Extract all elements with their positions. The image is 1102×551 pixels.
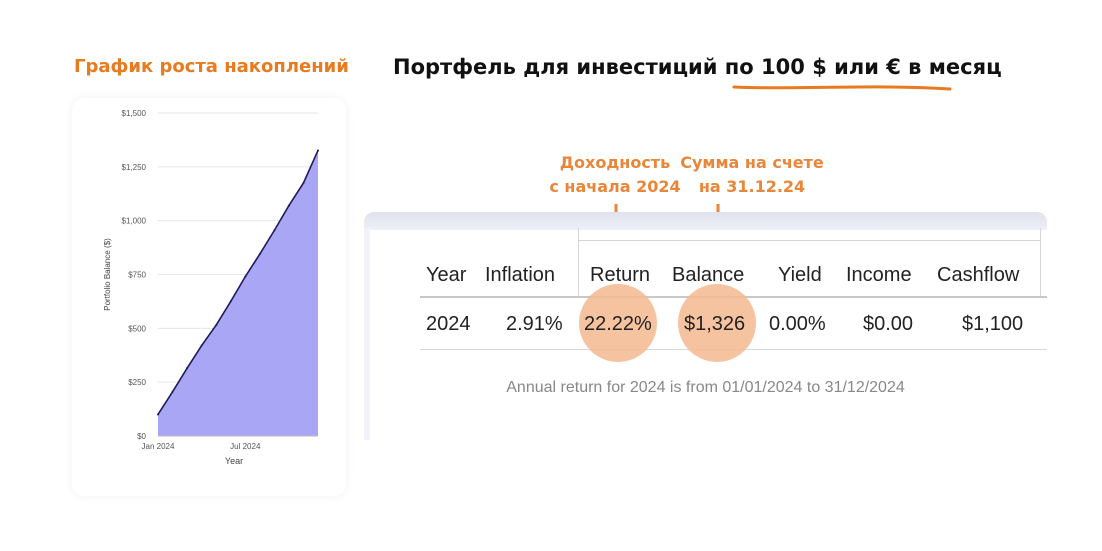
data-point bbox=[302, 181, 305, 184]
return-highlight-circle bbox=[579, 284, 657, 362]
title-underline-brush bbox=[732, 85, 952, 91]
cell-return: 22.22% bbox=[584, 313, 652, 335]
data-point bbox=[171, 390, 174, 393]
y-tick-label: $0 bbox=[137, 432, 146, 441]
page-title-part2: по 100 $ или € в месяц bbox=[724, 55, 1002, 79]
col-header-income: Income bbox=[846, 264, 912, 286]
balance-area bbox=[158, 150, 318, 436]
cell-year: 2024 bbox=[426, 313, 471, 335]
col-header-return: Return bbox=[590, 264, 651, 286]
return-annotation-line2: с начала 2024 bbox=[549, 177, 681, 196]
y-tick-label: $500 bbox=[128, 324, 146, 333]
table-group-line bbox=[578, 240, 1040, 241]
data-point bbox=[215, 324, 218, 327]
cell-balance: $1,326 bbox=[684, 313, 746, 335]
data-point bbox=[200, 344, 203, 347]
y-tick-label: $1,500 bbox=[122, 109, 147, 118]
data-point bbox=[229, 300, 232, 303]
col-header-yield: Yield bbox=[778, 264, 822, 286]
balance-annotation-line2: на 31.12.24 bbox=[698, 177, 806, 196]
data-point bbox=[317, 149, 319, 152]
cell-inflation: 2.91% bbox=[506, 313, 563, 335]
table-divider-right bbox=[1040, 228, 1041, 296]
return-annotation: Доходность с начала 2024 bbox=[530, 151, 700, 199]
data-point bbox=[273, 229, 276, 232]
data-point bbox=[287, 204, 290, 207]
cell-yield: 0.00% bbox=[769, 313, 826, 335]
data-point bbox=[244, 275, 247, 278]
y-tick-label: $1,250 bbox=[122, 163, 147, 172]
data-point bbox=[258, 253, 261, 256]
data-point bbox=[157, 413, 159, 416]
balance-line bbox=[157, 150, 319, 415]
chart-card: $0 $250 $500 $750 $1,000 $1,250 $1,500 Jan 2024… bbox=[72, 98, 346, 496]
table-top-bar bbox=[364, 212, 1047, 230]
chart-title: График роста накоплений bbox=[74, 56, 349, 77]
x-tick-label: Jul 2024 bbox=[230, 442, 261, 451]
y-tick-label: $1,000 bbox=[122, 217, 147, 226]
panel-left-edge bbox=[364, 228, 370, 440]
y-tick-label: $250 bbox=[128, 378, 146, 387]
balance-annotation-line1: Сумма на счете bbox=[680, 153, 824, 172]
col-header-cashflow: Cashflow bbox=[937, 264, 1020, 286]
col-header-balance: Balance bbox=[672, 264, 745, 286]
y-tick-label: $750 bbox=[128, 271, 146, 280]
x-tick-label: Jan 2024 bbox=[142, 442, 175, 451]
y-axis-label: Portfolio Balance ($) bbox=[103, 238, 112, 311]
return-annotation-line1: Доходность bbox=[559, 153, 671, 172]
col-header-year: Year bbox=[426, 264, 467, 286]
cell-cashflow: $1,100 bbox=[962, 313, 1024, 335]
table-divider-left bbox=[578, 228, 579, 296]
page-title: Портфель для инвестиций по 100 $ или € в… bbox=[393, 55, 1002, 79]
balance-annotation: Сумма на счете на 31.12.24 bbox=[672, 151, 832, 199]
page-title-part1: Портфель для инвестиций bbox=[393, 55, 725, 79]
table-footnote: Annual return for 2024 is from 01/01/202… bbox=[506, 379, 905, 396]
balance-highlight-circle bbox=[678, 284, 756, 362]
col-header-inflation: Inflation bbox=[485, 264, 556, 286]
data-point bbox=[186, 367, 189, 370]
portfolio-growth-chart: $0 $250 $500 $750 $1,000 $1,250 $1,500 Jan 2024… bbox=[103, 109, 319, 466]
cell-income: $0.00 bbox=[863, 313, 914, 335]
x-axis-label: Year bbox=[225, 456, 243, 466]
